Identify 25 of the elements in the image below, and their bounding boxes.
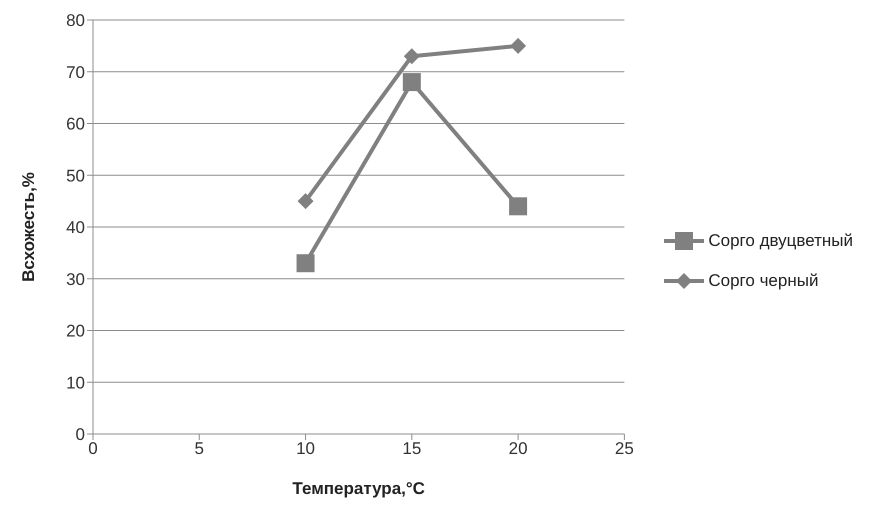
point: [298, 193, 314, 210]
y-tick-label: 40: [66, 218, 85, 238]
x-tick-label: 25: [614, 439, 634, 458]
y-tick-label: 50: [66, 166, 85, 186]
legend-label: Сорго двуцветный: [708, 230, 853, 252]
y-tick-label: 80: [66, 11, 85, 30]
y-tick-label: 30: [66, 270, 85, 289]
y-tick-label: 70: [66, 62, 85, 82]
y-tick-label: 20: [66, 322, 85, 341]
x-tick-label: 15: [402, 439, 422, 458]
point: [402, 73, 421, 92]
x-axis-title: Температура,°C: [292, 479, 425, 498]
x-tick-label: 10: [296, 439, 316, 458]
x-tick-label: 20: [508, 439, 528, 458]
y-tick-label: 10: [66, 373, 85, 392]
y-tick-label: 0: [76, 425, 85, 444]
point: [296, 254, 315, 272]
legend-label: Сорго черный: [708, 270, 818, 292]
point: [510, 38, 526, 54]
x-tick-label: 5: [194, 439, 204, 458]
y-axis-title: Всхожесть,%: [19, 172, 38, 282]
point: [509, 197, 528, 216]
y-tick-label: 60: [66, 114, 85, 134]
point: [404, 48, 420, 64]
x-tick-label: 0: [88, 439, 98, 458]
